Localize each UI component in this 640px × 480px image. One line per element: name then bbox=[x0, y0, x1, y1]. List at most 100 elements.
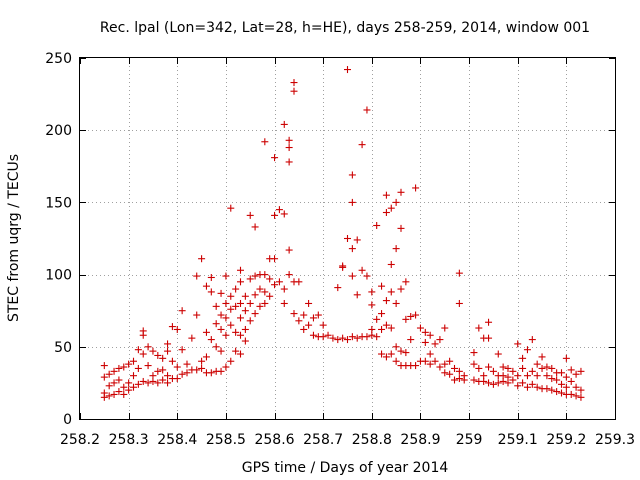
data-point bbox=[470, 360, 478, 368]
data-point bbox=[402, 278, 410, 286]
data-point bbox=[387, 204, 395, 212]
data-point bbox=[373, 315, 381, 323]
data-point bbox=[130, 372, 137, 380]
data-point bbox=[446, 370, 454, 378]
data-point bbox=[382, 191, 390, 199]
data-point bbox=[358, 141, 366, 149]
data-point bbox=[159, 366, 167, 374]
data-point bbox=[222, 299, 230, 307]
data-point bbox=[368, 288, 376, 296]
data-point bbox=[431, 340, 439, 348]
data-point bbox=[168, 357, 176, 365]
data-point bbox=[339, 334, 347, 342]
data-point bbox=[237, 299, 244, 307]
data-point bbox=[426, 360, 434, 368]
data-point bbox=[436, 336, 444, 344]
data-point bbox=[387, 324, 395, 332]
data-point bbox=[285, 144, 293, 152]
data-point bbox=[261, 288, 269, 296]
data-point bbox=[538, 353, 546, 361]
data-point bbox=[485, 318, 493, 326]
data-point bbox=[275, 206, 283, 214]
data-point bbox=[164, 347, 172, 355]
x-tick-label: 258.4 bbox=[157, 432, 197, 448]
data-point bbox=[324, 331, 332, 339]
data-point bbox=[202, 282, 210, 290]
data-point bbox=[382, 297, 390, 305]
data-point bbox=[164, 372, 172, 380]
data-point bbox=[368, 301, 376, 309]
data-point bbox=[134, 364, 142, 372]
data-point bbox=[421, 328, 429, 336]
data-point bbox=[373, 222, 381, 230]
data-point bbox=[164, 379, 172, 387]
data-point bbox=[198, 364, 206, 372]
data-point bbox=[241, 292, 249, 300]
data-point bbox=[271, 281, 279, 289]
data-point bbox=[125, 360, 133, 368]
data-point bbox=[392, 357, 400, 365]
data-point bbox=[246, 275, 254, 283]
data-point bbox=[178, 346, 186, 354]
data-point bbox=[373, 333, 381, 341]
data-point bbox=[115, 376, 123, 384]
data-point bbox=[348, 272, 356, 280]
data-point bbox=[514, 340, 522, 348]
data-point bbox=[353, 334, 361, 342]
data-point bbox=[499, 363, 507, 371]
data-point bbox=[426, 331, 434, 339]
data-point bbox=[451, 364, 458, 372]
data-point bbox=[120, 383, 128, 391]
data-point bbox=[412, 184, 420, 192]
data-point bbox=[164, 340, 172, 348]
data-point bbox=[485, 363, 493, 371]
data-point bbox=[246, 211, 254, 219]
data-point bbox=[451, 376, 458, 384]
data-point bbox=[246, 317, 254, 325]
data-point bbox=[562, 373, 570, 381]
data-point bbox=[533, 360, 541, 368]
data-point bbox=[504, 364, 512, 372]
data-point bbox=[533, 383, 541, 391]
data-point bbox=[237, 266, 244, 274]
data-point bbox=[261, 299, 269, 307]
data-point bbox=[387, 260, 395, 268]
data-point bbox=[115, 388, 123, 396]
data-point bbox=[431, 357, 439, 365]
data-point bbox=[300, 311, 308, 319]
data-point bbox=[144, 379, 152, 387]
data-point bbox=[232, 347, 240, 355]
data-point bbox=[523, 383, 531, 391]
data-point bbox=[485, 379, 493, 387]
data-point bbox=[207, 273, 215, 281]
data-point bbox=[173, 375, 181, 383]
data-point bbox=[533, 372, 541, 380]
data-point bbox=[543, 363, 551, 371]
data-point bbox=[105, 392, 113, 400]
data-point bbox=[217, 325, 225, 333]
data-point bbox=[280, 299, 288, 307]
x-tick-label: 258.7 bbox=[303, 432, 343, 448]
data-point bbox=[436, 363, 444, 371]
data-point bbox=[353, 236, 361, 244]
data-point bbox=[567, 366, 575, 374]
data-point bbox=[275, 278, 283, 286]
data-point bbox=[285, 158, 293, 166]
data-point bbox=[460, 376, 468, 384]
data-point bbox=[558, 389, 565, 397]
data-point bbox=[485, 334, 493, 342]
data-point bbox=[266, 275, 274, 283]
data-point bbox=[421, 357, 429, 365]
data-point bbox=[334, 336, 342, 344]
data-point bbox=[441, 360, 449, 368]
data-point bbox=[280, 120, 288, 128]
data-point bbox=[378, 310, 386, 318]
data-point bbox=[339, 263, 347, 271]
data-point bbox=[125, 379, 133, 387]
data-point bbox=[261, 138, 269, 146]
data-point bbox=[363, 272, 371, 280]
data-point bbox=[222, 272, 230, 280]
data-point bbox=[378, 282, 386, 290]
x-tick-label: 258.5 bbox=[206, 432, 246, 448]
data-point bbox=[227, 204, 235, 212]
